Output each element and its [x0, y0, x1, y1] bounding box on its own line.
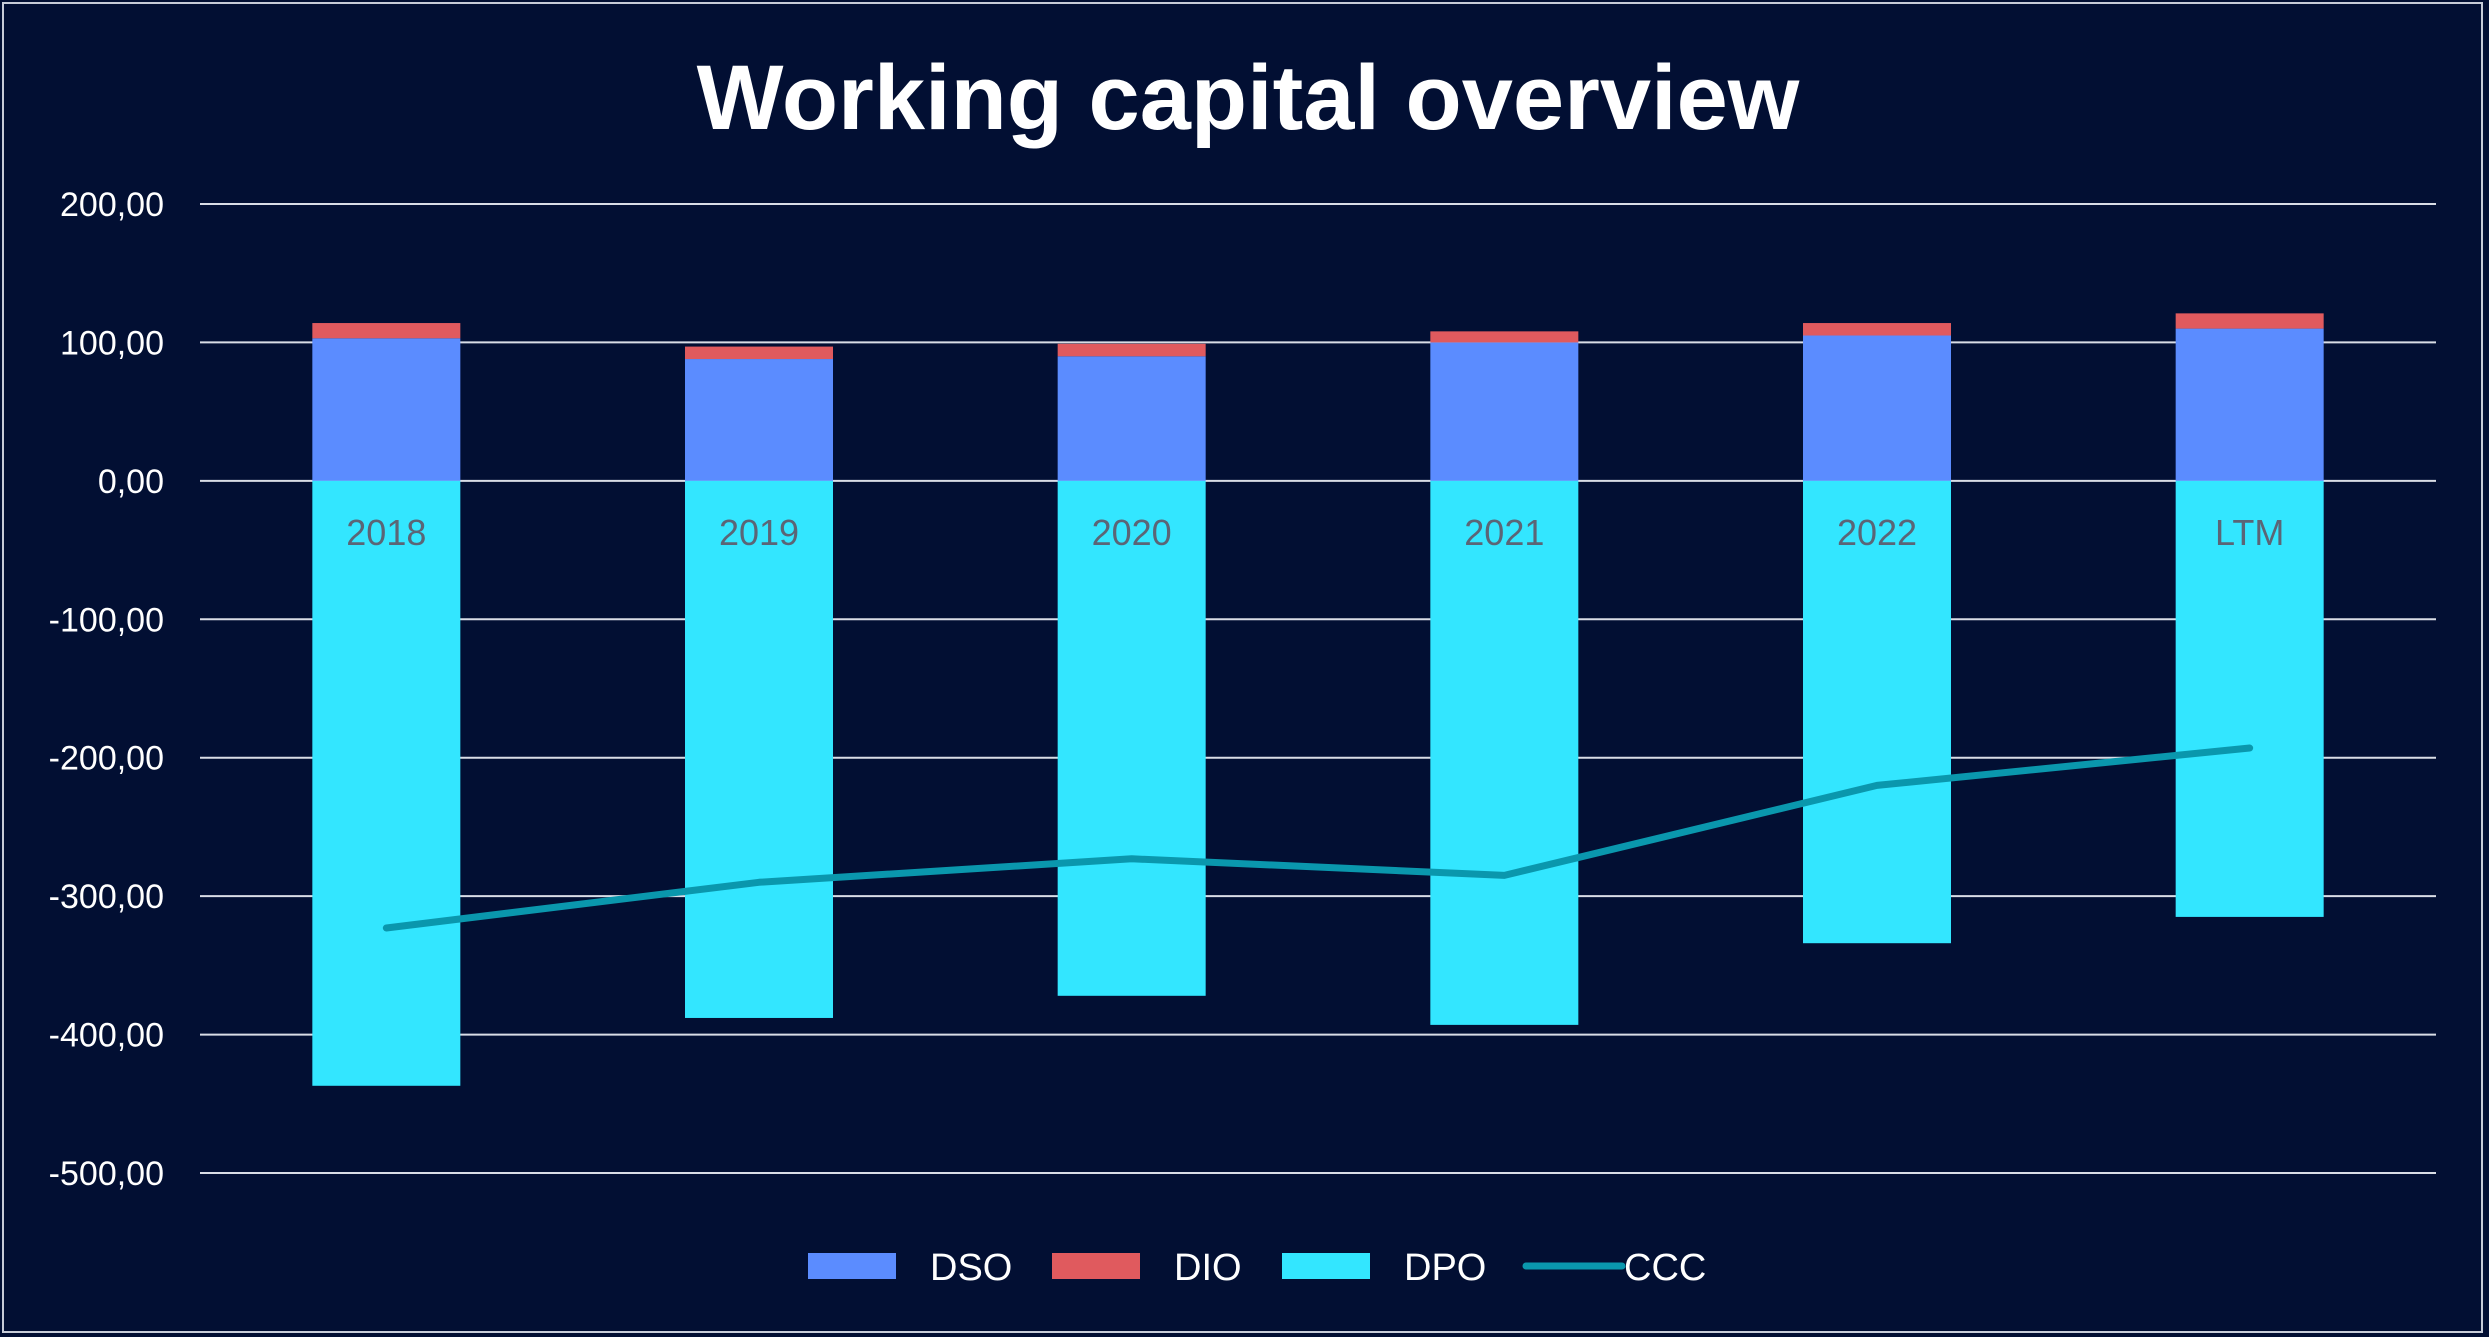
y-tick-label: -400,00 [49, 1017, 164, 1055]
legend-label: DSO [930, 1247, 1012, 1289]
ccc-line-layer [382, 744, 2254, 932]
legend-item-dpo: DPO [1282, 1247, 1486, 1289]
chart-title: Working capital overview [697, 47, 1800, 149]
legend-item-dio: DIO [1052, 1247, 1242, 1289]
bar-dpo-2019 [685, 480, 833, 1018]
legend-swatch [1282, 1253, 1370, 1279]
legend-label: DIO [1174, 1247, 1242, 1289]
x-tick-label: 2019 [719, 512, 799, 553]
bar-dpo-2021 [1430, 480, 1579, 1025]
bar-dpo-ltm [2175, 480, 2324, 917]
y-tick-label: 0,00 [98, 463, 164, 501]
legend-label: CCC [1624, 1247, 1706, 1289]
bars [312, 313, 2324, 1086]
y-tick-label: -100,00 [49, 601, 164, 639]
series-line-ccc [382, 744, 2254, 932]
bar-dso-2019 [685, 359, 833, 481]
x-tick-label: 2020 [1092, 512, 1172, 553]
bar-dio-2018 [312, 323, 461, 339]
bar-dso-2022 [1803, 335, 1951, 481]
y-tick-label: -300,00 [49, 878, 164, 916]
y-axis-ticks: 200,00 100,00 0,00 -100,00 -200,00 -300,00 -40… [49, 186, 164, 1193]
y-tick-label: 200,00 [60, 186, 164, 224]
bar-dso-2020 [1057, 356, 1206, 481]
bar-dpo-2022 [1803, 480, 1951, 944]
legend-swatch [1052, 1253, 1140, 1279]
y-tick-label: 100,00 [60, 324, 164, 362]
gridlines [200, 203, 2436, 1174]
legend-item-dso: DSO [808, 1247, 1012, 1289]
bar-dpo-2018 [312, 480, 461, 1086]
legend-swatch [808, 1253, 896, 1279]
bar-dio-2019 [685, 346, 833, 360]
x-tick-label: 2021 [1464, 512, 1544, 553]
legend-label: DPO [1404, 1247, 1486, 1289]
x-axis-ticks: 2018 2019 2020 2021 2022 LTM [346, 512, 2284, 553]
legend-item-ccc: CCC [1522, 1247, 1706, 1289]
bar-dio-2021 [1430, 331, 1579, 343]
bar-dpo-2020 [1057, 480, 1206, 996]
y-tick-label: -500,00 [49, 1155, 164, 1193]
bar-dso-2021 [1430, 342, 1579, 481]
bar-dso-ltm [2175, 328, 2324, 481]
bar-dio-2022 [1803, 323, 1951, 336]
x-tick-label: 2018 [346, 512, 426, 553]
working-capital-chart: Working capital overview 200,00 100,00 0,0… [49, 47, 2436, 1289]
y-tick-label: -200,00 [49, 740, 164, 778]
legend: DSO DIO DPO CCC [808, 1247, 1706, 1289]
x-tick-label: 2022 [1837, 512, 1917, 553]
bar-dso-2018 [312, 338, 461, 481]
x-tick-label: LTM [2215, 512, 2284, 553]
bar-dio-ltm [2175, 313, 2324, 329]
bar-dio-2020 [1057, 343, 1206, 357]
